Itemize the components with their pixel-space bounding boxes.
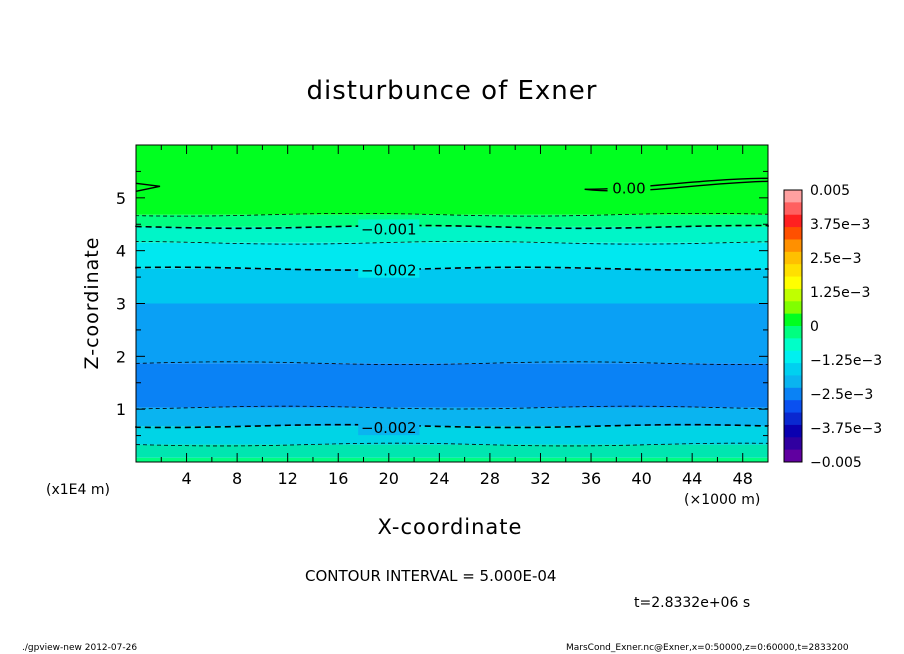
- colorbar-segment: [784, 251, 802, 265]
- colorbar-segment: [784, 424, 802, 438]
- x-tick-label: 32: [530, 469, 550, 488]
- colorbar-segment: [784, 227, 802, 240]
- colorbar-segment: [784, 190, 802, 203]
- contour-line: [135, 405, 769, 410]
- contour-label-bg: [358, 418, 420, 436]
- contour-label: −0.001: [361, 220, 417, 238]
- colorbar-frame: [783, 189, 803, 463]
- contour-line: [135, 212, 769, 217]
- colorbar-segment: [784, 202, 802, 216]
- colorbar-segment: [784, 350, 802, 364]
- x-axis-unit: (×1000 m): [684, 492, 761, 508]
- colorbar-label: −0.005: [810, 455, 862, 471]
- contour-label-bg: [358, 219, 420, 237]
- contour-line: [135, 224, 769, 230]
- time-label: t=2.8332e+06 s: [634, 595, 751, 611]
- x-tick-label: 44: [682, 469, 702, 488]
- colorbar-segment: [784, 326, 802, 339]
- contour-band: [136, 457, 768, 462]
- colorbar-segment: [784, 437, 802, 451]
- y-tick-label: 5: [116, 189, 126, 208]
- colorbar-segment: [784, 264, 802, 278]
- contour-label: −0.002: [361, 262, 417, 280]
- contour-band: [136, 145, 768, 215]
- contour-band: [136, 426, 768, 445]
- colorbar-label: 1.25e−3: [810, 285, 870, 301]
- contour-label: −0.002: [361, 419, 417, 437]
- colorbar-segment: [784, 239, 802, 253]
- zero-contour-line-right: [584, 180, 769, 192]
- colorbar-segment: [784, 214, 802, 228]
- footer-right: MarsCond_Exner.nc@Exner,x=0:50000,z=0:60…: [566, 643, 849, 653]
- y-tick-label: 1: [116, 400, 126, 419]
- x-tick-label: 28: [480, 469, 500, 488]
- x-tick-label: 48: [733, 469, 753, 488]
- chart-title: disturbunce of Exner: [306, 76, 598, 106]
- colorbar-label: −2.5e−3: [810, 387, 873, 403]
- colorbar-segment: [784, 276, 802, 290]
- colorbar-segment: [784, 387, 802, 401]
- colorbar-segment: [784, 412, 802, 426]
- contour-band: [136, 444, 768, 458]
- contour-label-bg: [607, 178, 651, 196]
- y-tick-label: 4: [116, 242, 126, 261]
- contour-band: [136, 226, 768, 243]
- colorbar-segment: [784, 313, 802, 327]
- contour-line: [135, 240, 769, 245]
- contour-line: [135, 442, 769, 447]
- x-tick-label: 12: [278, 469, 298, 488]
- contour-band: [136, 242, 768, 269]
- zero-contour-line-left: [135, 182, 161, 192]
- x-tick-label: 40: [631, 469, 651, 488]
- colorbar-segment: [784, 363, 802, 376]
- colorbar-segment: [784, 338, 802, 352]
- x-tick-label: 4: [181, 469, 191, 488]
- colorbar-segment: [784, 400, 802, 414]
- contour-band: [136, 363, 768, 408]
- contour-band: [136, 268, 768, 304]
- colorbar-segment: [784, 375, 802, 389]
- colorbar-label: −3.75e−3: [810, 421, 882, 437]
- colorbar-segment: [784, 288, 802, 302]
- x-tick-label: 16: [328, 469, 348, 488]
- y-tick-label: 3: [116, 295, 126, 314]
- contour-band: [136, 303, 768, 364]
- contour-band: [136, 407, 768, 427]
- contour-label-bg: [358, 260, 420, 278]
- x-axis-label: X-coordinate: [377, 515, 523, 539]
- y-tick-label: 2: [116, 347, 126, 366]
- colorbar-segment: [784, 449, 802, 463]
- contour-band: [136, 214, 768, 227]
- contour-line: [135, 361, 769, 365]
- footer-left: ./gpview-new 2012-07-26: [22, 643, 138, 653]
- colorbar-label: 3.75e−3: [810, 217, 870, 233]
- colorbar-label: −1.25e−3: [810, 353, 882, 369]
- colorbar-label: 0.005: [810, 183, 850, 199]
- contour-line: [135, 266, 769, 271]
- contour-label: 0.00: [612, 179, 645, 197]
- x-tick-label: 8: [232, 469, 242, 488]
- x-tick-label: 36: [581, 469, 601, 488]
- contour-interval-label: CONTOUR INTERVAL = 5.000E-04: [305, 567, 557, 585]
- colorbar-segment: [784, 301, 802, 315]
- x-tick-label: 24: [429, 469, 449, 488]
- colorbar-label: 0: [810, 319, 819, 335]
- colorbar-label: 2.5e−3: [810, 251, 862, 267]
- zero-contour-line-right-upper: [584, 177, 769, 190]
- contour-line: [135, 423, 769, 429]
- x-tick-label: 20: [379, 469, 399, 488]
- y-axis-unit: (x1E4 m): [46, 482, 110, 498]
